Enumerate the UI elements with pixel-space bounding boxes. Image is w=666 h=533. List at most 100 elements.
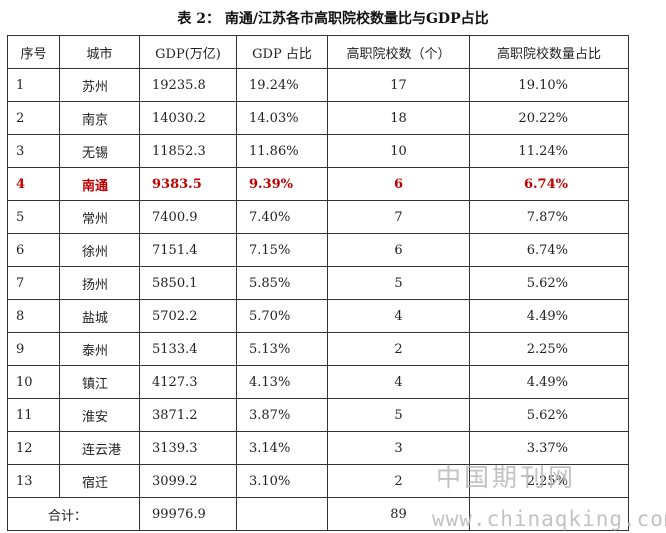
table-row: 13 宿迁 3099.2 3.10% 2 2.25% (7, 464, 629, 498)
cell-index: 2 (7, 101, 60, 135)
cell-index: 11 (7, 398, 60, 432)
cell-college-ratio: 6.74% (469, 167, 629, 201)
cell-college-ratio: 19.10% (469, 68, 629, 102)
cell-gdp-share: 5.85% (236, 266, 328, 300)
cell-gdp: 4127.3 (139, 365, 237, 399)
total-count: 89 (327, 497, 470, 531)
cell-gdp-share: 11.86% (236, 134, 328, 168)
cell-index: 5 (7, 200, 60, 234)
cell-index: 1 (7, 68, 60, 102)
cell-college-count: 2 (327, 332, 470, 366)
cell-gdp: 5133.4 (139, 332, 237, 366)
cell-college-count: 18 (327, 101, 470, 135)
table-row: 8 盐城 5702.2 5.70% 4 4.49% (7, 299, 629, 333)
table-row: 3 无锡 11852.3 11.86% 10 11.24% (7, 134, 629, 168)
table-row: 2 南京 14030.2 14.03% 18 20.22% (7, 101, 629, 135)
cell-index: 6 (7, 233, 60, 267)
cell-college-ratio: 20.22% (469, 101, 629, 135)
cell-gdp: 7400.9 (139, 200, 237, 234)
cell-college-ratio: 6.74% (469, 233, 629, 267)
cell-college-count: 7 (327, 200, 470, 234)
cell-city: 南通 (59, 167, 140, 201)
cell-gdp-share: 3.10% (236, 464, 328, 498)
cell-gdp: 11852.3 (139, 134, 237, 168)
table-row: 6 徐州 7151.4 7.15% 6 6.74% (7, 233, 629, 267)
cell-gdp: 3871.2 (139, 398, 237, 432)
cell-city: 宿迁 (59, 464, 140, 498)
cell-index: 10 (7, 365, 60, 399)
table-row: 12 连云港 3139.3 3.14% 3 3.37% (7, 431, 629, 465)
total-label: 合计： (7, 497, 140, 531)
header-college-count: 高职院校数（个） (327, 35, 470, 69)
header-gdp-share: GDP 占比 (236, 35, 328, 69)
cell-gdp-share: 3.87% (236, 398, 328, 432)
cell-index: 3 (7, 134, 60, 168)
cell-college-count: 6 (327, 233, 470, 267)
cell-college-count: 4 (327, 299, 470, 333)
table-row: 5 常州 7400.9 7.40% 7 7.87% (7, 200, 629, 234)
cell-index: 13 (7, 464, 60, 498)
cell-city: 淮安 (59, 398, 140, 432)
cell-college-ratio: 3.37% (469, 431, 629, 465)
cell-city: 常州 (59, 200, 140, 234)
cell-city: 无锡 (59, 134, 140, 168)
table-row: 1 苏州 19235.8 19.24% 17 19.10% (7, 68, 629, 102)
cell-index: 7 (7, 266, 60, 300)
total-row: 合计： 99976.9 89 (7, 497, 629, 531)
cell-gdp-share: 7.40% (236, 200, 328, 234)
cell-college-count: 6 (327, 167, 470, 201)
cell-index: 12 (7, 431, 60, 465)
cell-gdp: 7151.4 (139, 233, 237, 267)
cell-gdp: 3139.3 (139, 431, 237, 465)
table-row: 7 扬州 5850.1 5.85% 5 5.62% (7, 266, 629, 300)
cell-college-count: 5 (327, 398, 470, 432)
cell-gdp-share: 4.13% (236, 365, 328, 399)
cell-gdp-share: 14.03% (236, 101, 328, 135)
cell-college-count: 10 (327, 134, 470, 168)
cell-college-count: 17 (327, 68, 470, 102)
cell-college-ratio: 2.25% (469, 332, 629, 366)
table-row: 11 淮安 3871.2 3.87% 5 5.62% (7, 398, 629, 432)
header-index: 序号 (7, 35, 60, 69)
cell-gdp-share: 9.39% (236, 167, 328, 201)
cell-college-ratio: 4.49% (469, 365, 629, 399)
cell-college-ratio: 4.49% (469, 299, 629, 333)
cell-city: 徐州 (59, 233, 140, 267)
cell-gdp-share: 19.24% (236, 68, 328, 102)
cell-college-count: 4 (327, 365, 470, 399)
cell-gdp-share: 3.14% (236, 431, 328, 465)
cell-college-ratio: 7.87% (469, 200, 629, 234)
table-caption: 表 2： 南通/江苏各市高职院校数量比与GDP占比 (177, 11, 489, 27)
cell-index: 8 (7, 299, 60, 333)
cell-college-ratio: 11.24% (469, 134, 629, 168)
total-ratio (469, 497, 629, 531)
cell-city: 泰州 (59, 332, 140, 366)
cell-city: 南京 (59, 101, 140, 135)
table-row-highlighted: 4 南通 9383.5 9.39% 6 6.74% (7, 167, 629, 201)
total-gdp: 99976.9 (139, 497, 237, 531)
table-row: 9 泰州 5133.4 5.13% 2 2.25% (7, 332, 629, 366)
total-gdp-share (236, 497, 328, 531)
cell-city: 苏州 (59, 68, 140, 102)
header-city: 城市 (59, 35, 140, 69)
cell-gdp: 5702.2 (139, 299, 237, 333)
cell-city: 扬州 (59, 266, 140, 300)
table-row: 10 镇江 4127.3 4.13% 4 4.49% (7, 365, 629, 399)
cell-gdp: 5850.1 (139, 266, 237, 300)
header-row: 序号 城市 GDP(万亿) GDP 占比 高职院校数（个） 高职院校数量占比 (7, 35, 629, 69)
cell-index: 4 (7, 167, 60, 201)
cell-gdp: 19235.8 (139, 68, 237, 102)
cell-college-ratio: 5.62% (469, 398, 629, 432)
table-body: 1 苏州 19235.8 19.24% 17 19.10% 2 南京 14030.2 14.03%… (7, 68, 629, 498)
cell-gdp: 3099.2 (139, 464, 237, 498)
cell-gdp: 9383.5 (139, 167, 237, 201)
cell-college-count: 5 (327, 266, 470, 300)
header-gdp: GDP(万亿) (139, 35, 237, 69)
watermark-text: 中国期刊网 (436, 463, 577, 492)
data-table: 序号 城市 GDP(万亿) GDP 占比 高职院校数（个） 高职院校数量占比 1… (7, 35, 629, 531)
cell-city: 镇江 (59, 365, 140, 399)
watermark-url: www.chinaqking.com (432, 507, 666, 531)
cell-gdp: 14030.2 (139, 101, 237, 135)
header-college-ratio: 高职院校数量占比 (469, 35, 629, 69)
cell-index: 9 (7, 332, 60, 366)
